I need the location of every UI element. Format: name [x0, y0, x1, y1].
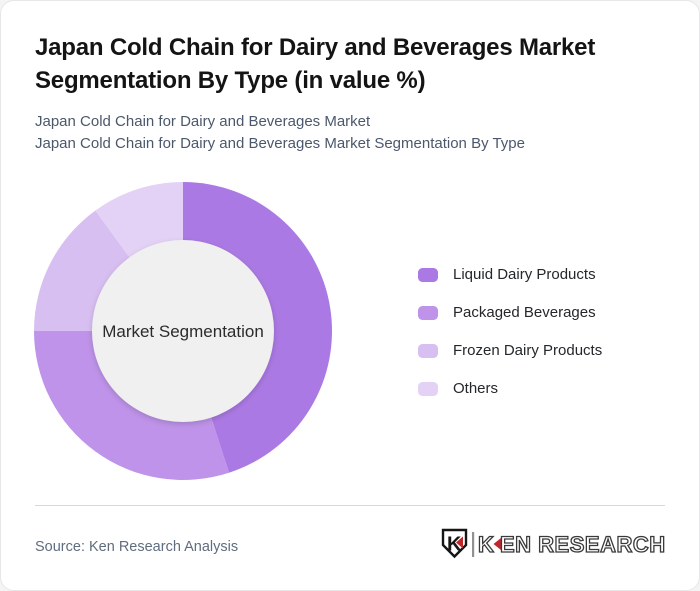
source-note: Source: Ken Research Analysis: [35, 539, 239, 555]
logo-accent-triangle: [493, 538, 501, 550]
legend-item: Frozen Dairy Products: [418, 342, 603, 359]
legend-swatch: [418, 382, 438, 396]
subtitle-block: Japan Cold Chain for Dairy and Beverages…: [35, 111, 671, 155]
legend-item: Liquid Dairy Products: [418, 266, 602, 283]
legend-label: Frozen Dairy Products: [453, 342, 603, 359]
legend-label: Others: [453, 380, 499, 397]
subtitle-line: Japan Cold Chain for Dairy and Beverages…: [35, 135, 525, 152]
legend-swatch: [418, 306, 438, 320]
shield-accent-triangle: [456, 536, 463, 549]
shield-letter: K: [447, 534, 462, 556]
legend-label: Liquid Dairy Products: [453, 266, 596, 283]
svg-text:K: K: [478, 532, 494, 557]
legend-item: Packaged Beverages: [418, 304, 602, 321]
legend-swatch: [418, 344, 438, 358]
logo-divider: [472, 532, 475, 557]
legend-swatch: [418, 268, 438, 282]
header: Japan Cold Chain for Dairy and Beverages…: [35, 31, 671, 97]
page-title: Japan Cold Chain for Dairy and Beverages…: [35, 34, 596, 94]
legend-label: Packaged Beverages: [453, 304, 596, 321]
svg-text:EN RESEARCH: EN RESEARCH: [500, 532, 666, 557]
ken-research-logo: K K EN RESEARCH: [441, 528, 666, 559]
footer-divider: [35, 505, 665, 506]
legend-item: Others: [418, 380, 602, 397]
legend: Liquid Dairy Products Packaged Beverages F…: [418, 266, 603, 420]
donut-chart: Market Segmentation: [34, 182, 333, 481]
logo-wordmark: K EN RESEARCH: [477, 531, 666, 557]
donut-center-label: Market Segmentation: [102, 322, 264, 341]
donut-hole: [92, 240, 274, 422]
subtitle-line: Japan Cold Chain for Dairy and Beverages…: [35, 113, 371, 130]
shield-k-icon: K: [441, 528, 468, 559]
